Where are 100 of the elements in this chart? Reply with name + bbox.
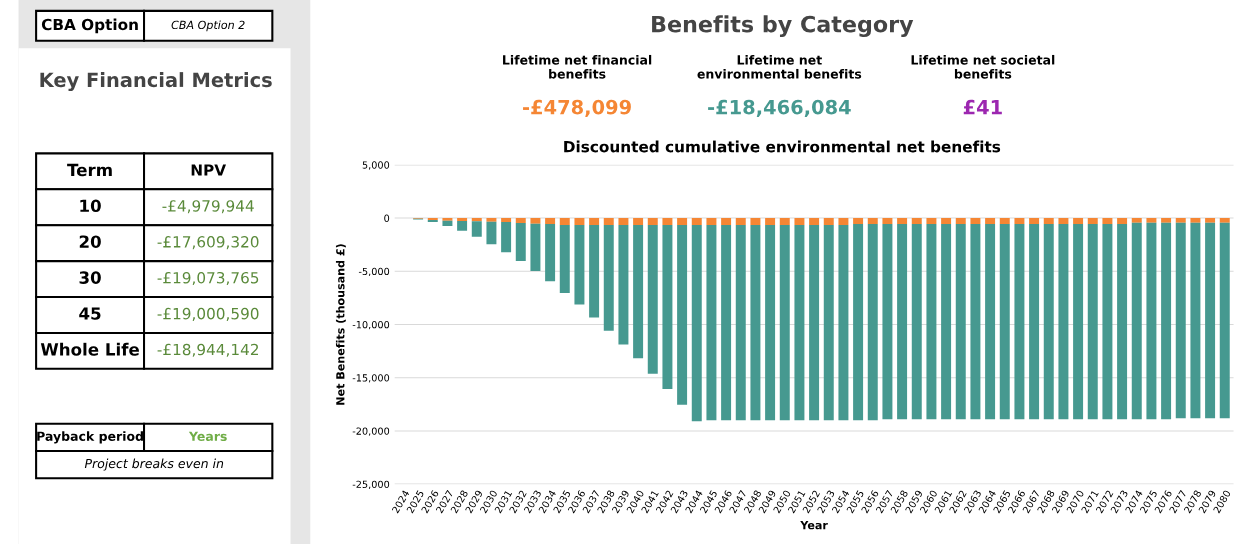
bar: [442, 218, 453, 221]
text: Term: [67, 163, 112, 177]
text: -£4,979,944: [162, 200, 254, 214]
bar: [1014, 218, 1025, 225]
bar: [721, 218, 732, 225]
bar: [633, 218, 644, 225]
bar: [1102, 218, 1113, 225]
bar: [457, 221, 468, 231]
bar: [823, 224, 834, 421]
bar: [559, 218, 570, 225]
bar: [926, 224, 937, 420]
bar: [853, 224, 864, 421]
bar: [706, 218, 717, 225]
bar: [809, 218, 820, 225]
bar: [882, 224, 893, 420]
bar: [691, 224, 702, 422]
text: 45: [79, 307, 101, 320]
bar: [559, 224, 570, 293]
bar: [1014, 224, 1025, 420]
text: 10: [80, 199, 101, 213]
bar: [574, 224, 585, 305]
bar: [486, 221, 497, 245]
text: Whole Life: [40, 342, 139, 356]
bar: [809, 224, 820, 421]
bar: [750, 218, 761, 225]
y-tick-label: -20,000: [352, 427, 390, 436]
bar: [1073, 218, 1084, 225]
bar: [633, 224, 644, 359]
bar: [779, 218, 790, 225]
y-tick-label: -10,000: [352, 320, 390, 330]
y-tick-label: -25,000: [352, 480, 390, 489]
bar: [970, 224, 981, 420]
bar: [1102, 224, 1113, 420]
bar: [1146, 218, 1157, 223]
y-tick-label: -5,000: [358, 267, 390, 277]
bar: [589, 224, 600, 318]
bar: [603, 218, 614, 225]
bar: [955, 224, 966, 420]
text: NPV: [191, 164, 227, 176]
bar: [941, 224, 952, 420]
bar: [823, 218, 834, 225]
bar: [897, 218, 908, 225]
text: 20: [79, 235, 101, 248]
text: Lifetime net societal benefits: [911, 54, 1055, 79]
bar: [647, 218, 658, 225]
bar: [867, 218, 878, 225]
bar: [970, 218, 981, 225]
bar: [589, 218, 600, 225]
y-axis-title: Net Benefits (thousand £): [335, 244, 346, 405]
bar: [1058, 224, 1069, 420]
text: 30: [79, 271, 101, 284]
bar: [1058, 218, 1069, 225]
bar: [1029, 218, 1040, 225]
bar: [1219, 222, 1230, 419]
bar: [618, 224, 629, 345]
bar: [955, 218, 966, 225]
bar: [618, 218, 629, 225]
bar: [501, 222, 512, 253]
bar: [1205, 222, 1216, 419]
bar: [1219, 218, 1230, 223]
bar: [794, 218, 805, 225]
bar: [1175, 222, 1186, 419]
bar: [545, 224, 556, 282]
bar: [691, 218, 702, 225]
bar: [1161, 222, 1172, 420]
bar: [545, 218, 556, 225]
bar: [750, 224, 761, 421]
bar: [1161, 218, 1172, 223]
text: Project breaks even in: [84, 458, 224, 471]
bar: [486, 218, 497, 222]
bar: [1131, 222, 1142, 420]
bar: [603, 224, 614, 331]
bar: [721, 224, 732, 421]
text: Lifetime net financial benefits: [503, 54, 652, 79]
y-tick-label: 5,000: [362, 161, 390, 170]
bar: [853, 218, 864, 225]
bar: [1205, 218, 1216, 223]
bar: [471, 218, 482, 222]
bar: [1073, 224, 1084, 420]
bar: [765, 224, 776, 421]
bar: [1190, 222, 1201, 419]
bar: [442, 220, 453, 227]
bar: [999, 224, 1010, 420]
bar: [1117, 218, 1128, 225]
chart-title: Benefits by Category: [652, 15, 914, 37]
bar: [515, 218, 526, 224]
text: -£478,099: [523, 99, 631, 117]
bar: [1117, 224, 1128, 420]
bar: [1146, 222, 1157, 420]
text: -£18,466,084: [708, 99, 851, 117]
text: -£17,609,320: [157, 236, 259, 250]
bar: [677, 224, 688, 405]
bar: [662, 224, 673, 389]
text: Years: [188, 431, 227, 441]
bar: [838, 224, 849, 421]
text: -£18,944,142: [157, 343, 258, 357]
bar: [530, 218, 541, 224]
bar: [515, 223, 526, 261]
bar: [897, 224, 908, 420]
bar: [867, 224, 878, 421]
